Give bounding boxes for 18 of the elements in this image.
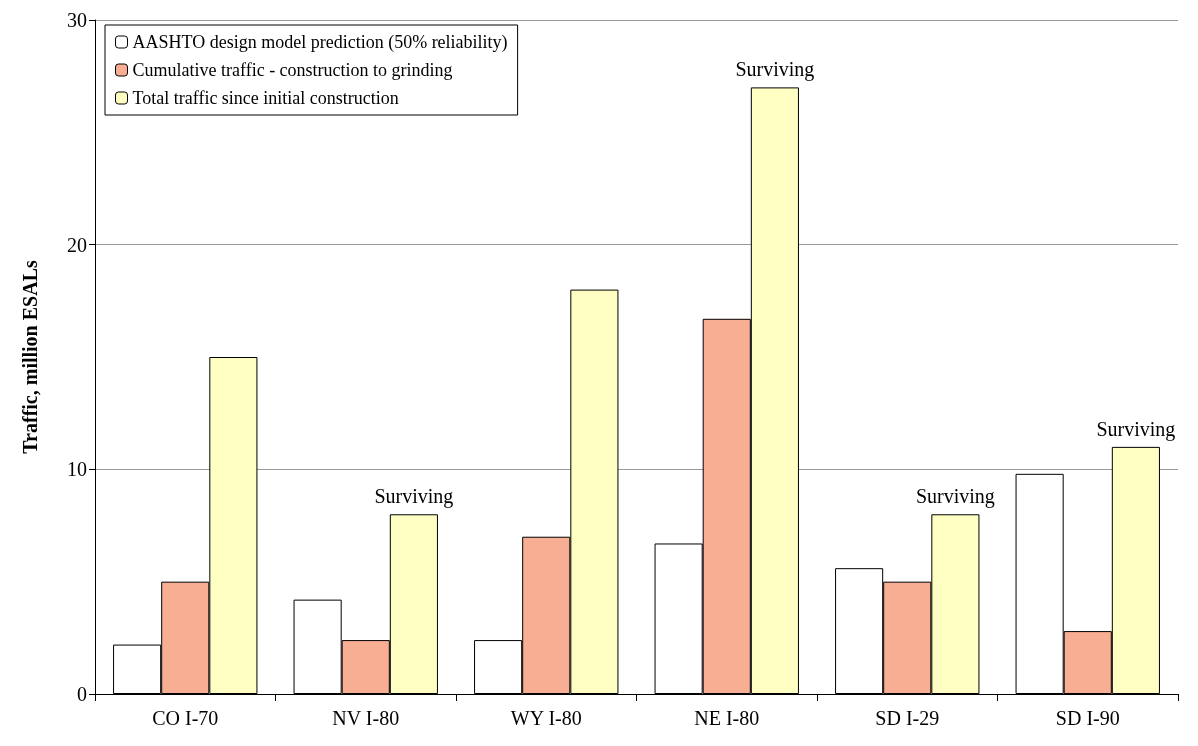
y-axis-title: Traffic, million ESALs xyxy=(19,260,41,454)
data-label: Surviving xyxy=(1096,417,1176,441)
x-tick-label: NV I-80 xyxy=(332,707,400,729)
x-tick-label: SD I-90 xyxy=(1055,707,1120,729)
data-label: Surviving xyxy=(915,485,995,509)
x-tick-label: CO I-70 xyxy=(152,707,219,729)
data-label: Surviving xyxy=(374,485,454,509)
legend-label: Total traffic since initial construction xyxy=(132,88,399,108)
x-tick-label: WY I-80 xyxy=(510,707,582,729)
x-tick-label: NE I-80 xyxy=(694,707,760,729)
data-label: Surviving xyxy=(735,58,815,82)
x-tick-label: SD I-29 xyxy=(875,707,940,729)
y-tick-label: 0 xyxy=(77,683,87,705)
legend-label: Cumulative traffic - construction to grinding xyxy=(132,60,453,80)
y-tick-label: 20 xyxy=(67,233,87,256)
y-tick-label: 10 xyxy=(67,458,87,481)
legend-label: AASHTO design model prediction (50% reliability) xyxy=(132,32,508,53)
y-tick-label: 30 xyxy=(67,9,87,31)
